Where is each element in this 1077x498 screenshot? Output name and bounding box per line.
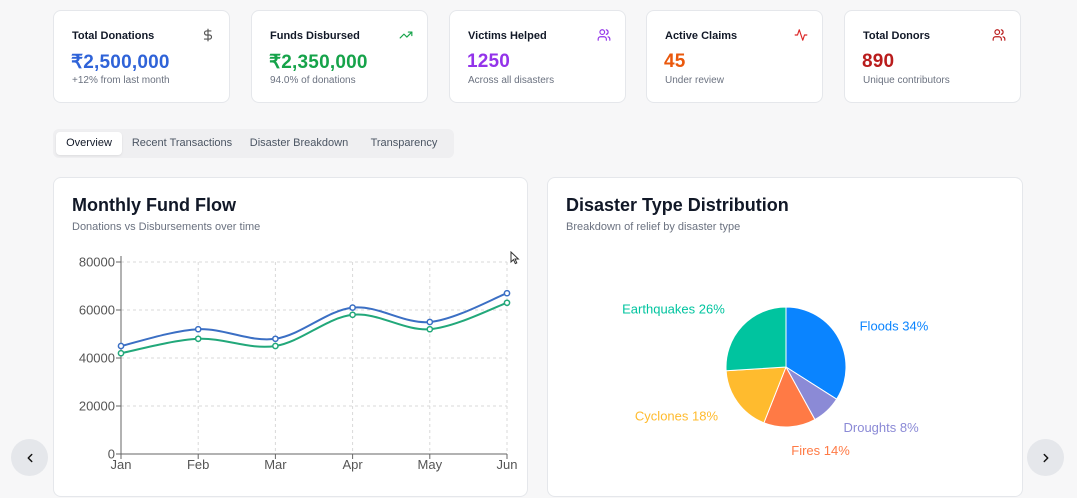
stat-card-victims-helped: Victims Helped 1250 Across all disasters bbox=[449, 10, 626, 103]
stat-value: 890 bbox=[862, 51, 895, 72]
x-tick-label: Mar bbox=[264, 457, 287, 472]
pie-label-earthquakes: Earthquakes 26% bbox=[622, 301, 725, 316]
stat-card-total-donations: Total Donations ₹2,500,000 +12% from las… bbox=[53, 10, 230, 103]
y-tick-label: 60000 bbox=[79, 303, 115, 318]
stat-title: Victims Helped bbox=[468, 30, 547, 42]
x-tick-label: May bbox=[418, 457, 443, 472]
series-line-0 bbox=[120, 292, 508, 347]
y-tick-label: 0 bbox=[108, 447, 115, 462]
stat-card-active-claims: Active Claims 45 Under review bbox=[646, 10, 823, 103]
stat-value: ₹2,350,000 bbox=[269, 52, 368, 73]
y-tick-label: 20000 bbox=[79, 399, 115, 414]
stat-card-funds-disbursed: Funds Disbursed ₹2,350,000 94.0% of dona… bbox=[251, 10, 428, 103]
stat-card-total-donors: Total Donors 890 Unique contributors bbox=[844, 10, 1021, 103]
panel-title: Disaster Type Distribution bbox=[566, 195, 789, 215]
panel-subtitle: Donations vs Disbursements over time bbox=[72, 221, 261, 233]
x-tick-label: Jan bbox=[111, 457, 132, 472]
previous-button[interactable] bbox=[11, 439, 48, 476]
pie-label-cyclones: Cyclones 18% bbox=[635, 408, 719, 423]
pie-slice-earthquakes bbox=[725, 306, 787, 372]
fund-flow-panel: Monthly Fund Flow Donations vs Disbursem… bbox=[53, 177, 528, 497]
stat-value: ₹2,500,000 bbox=[71, 52, 170, 73]
data-point bbox=[272, 342, 279, 350]
data-point bbox=[426, 318, 434, 326]
tab-disaster-breakdown[interactable]: Disaster Breakdown bbox=[249, 137, 349, 149]
data-point bbox=[426, 325, 434, 333]
x-tick-label: Feb bbox=[187, 457, 209, 472]
tab-overview[interactable]: Overview bbox=[56, 132, 122, 155]
pie-label-floods: Floods 34% bbox=[860, 319, 929, 334]
pie-chart: Floods 34% Droughts 8% Fires 14% Cyclones 1… bbox=[622, 301, 929, 458]
data-point bbox=[117, 349, 125, 357]
stat-subtext: +12% from last month bbox=[72, 75, 170, 86]
stat-title: Total Donations bbox=[72, 30, 155, 42]
stat-value: 1250 bbox=[467, 51, 511, 72]
stat-title: Active Claims bbox=[665, 30, 738, 42]
stat-subtext: Across all disasters bbox=[468, 75, 555, 86]
pie-label-fires: Fires 14% bbox=[791, 443, 850, 458]
panel-title: Monthly Fund Flow bbox=[72, 195, 236, 215]
y-tick-label: 40000 bbox=[79, 351, 115, 366]
data-point bbox=[503, 289, 511, 297]
data-point bbox=[349, 311, 356, 319]
line-chart: 0 20000 40000 60000 80000 Jan Feb Mar Apr May Jun bbox=[79, 255, 518, 473]
y-tick-label: 80000 bbox=[79, 255, 115, 270]
pie-slice-cyclones bbox=[725, 366, 787, 424]
tab-list: Overview Recent Transactions Disaster Br… bbox=[53, 129, 454, 158]
stat-value: 45 bbox=[664, 51, 686, 72]
distribution-panel: Disaster Type Distribution Breakdown of … bbox=[547, 177, 1023, 497]
activity-icon bbox=[794, 29, 808, 41]
chevron-right-icon bbox=[1043, 453, 1048, 462]
data-point bbox=[194, 325, 202, 333]
mouse-cursor-icon bbox=[510, 251, 520, 265]
data-point bbox=[503, 299, 511, 307]
data-point bbox=[194, 335, 202, 343]
stat-subtext: Unique contributors bbox=[863, 75, 950, 86]
dollar-icon bbox=[203, 28, 213, 42]
data-point bbox=[349, 304, 356, 311]
x-tick-label: Jun bbox=[497, 457, 518, 472]
stat-title: Total Donors bbox=[863, 30, 931, 42]
x-tick-label: Apr bbox=[342, 457, 363, 472]
users-icon bbox=[597, 29, 611, 41]
tab-recent-transactions[interactable]: Recent Transactions bbox=[131, 137, 233, 149]
chevron-left-icon bbox=[27, 453, 32, 462]
trending-up-icon bbox=[399, 31, 413, 39]
data-point bbox=[117, 342, 125, 350]
tab-transparency[interactable]: Transparency bbox=[370, 137, 438, 149]
panel-subtitle: Breakdown of relief by disaster type bbox=[566, 221, 741, 233]
data-point bbox=[272, 335, 279, 343]
stat-subtext: 94.0% of donations bbox=[270, 75, 356, 86]
pie-label-droughts: Droughts 8% bbox=[844, 420, 920, 435]
stat-subtext: Under review bbox=[665, 75, 724, 86]
stat-title: Funds Disbursed bbox=[270, 30, 360, 42]
next-button[interactable] bbox=[1027, 439, 1064, 476]
pie-slice-fires bbox=[763, 365, 816, 428]
users-icon bbox=[992, 29, 1006, 41]
